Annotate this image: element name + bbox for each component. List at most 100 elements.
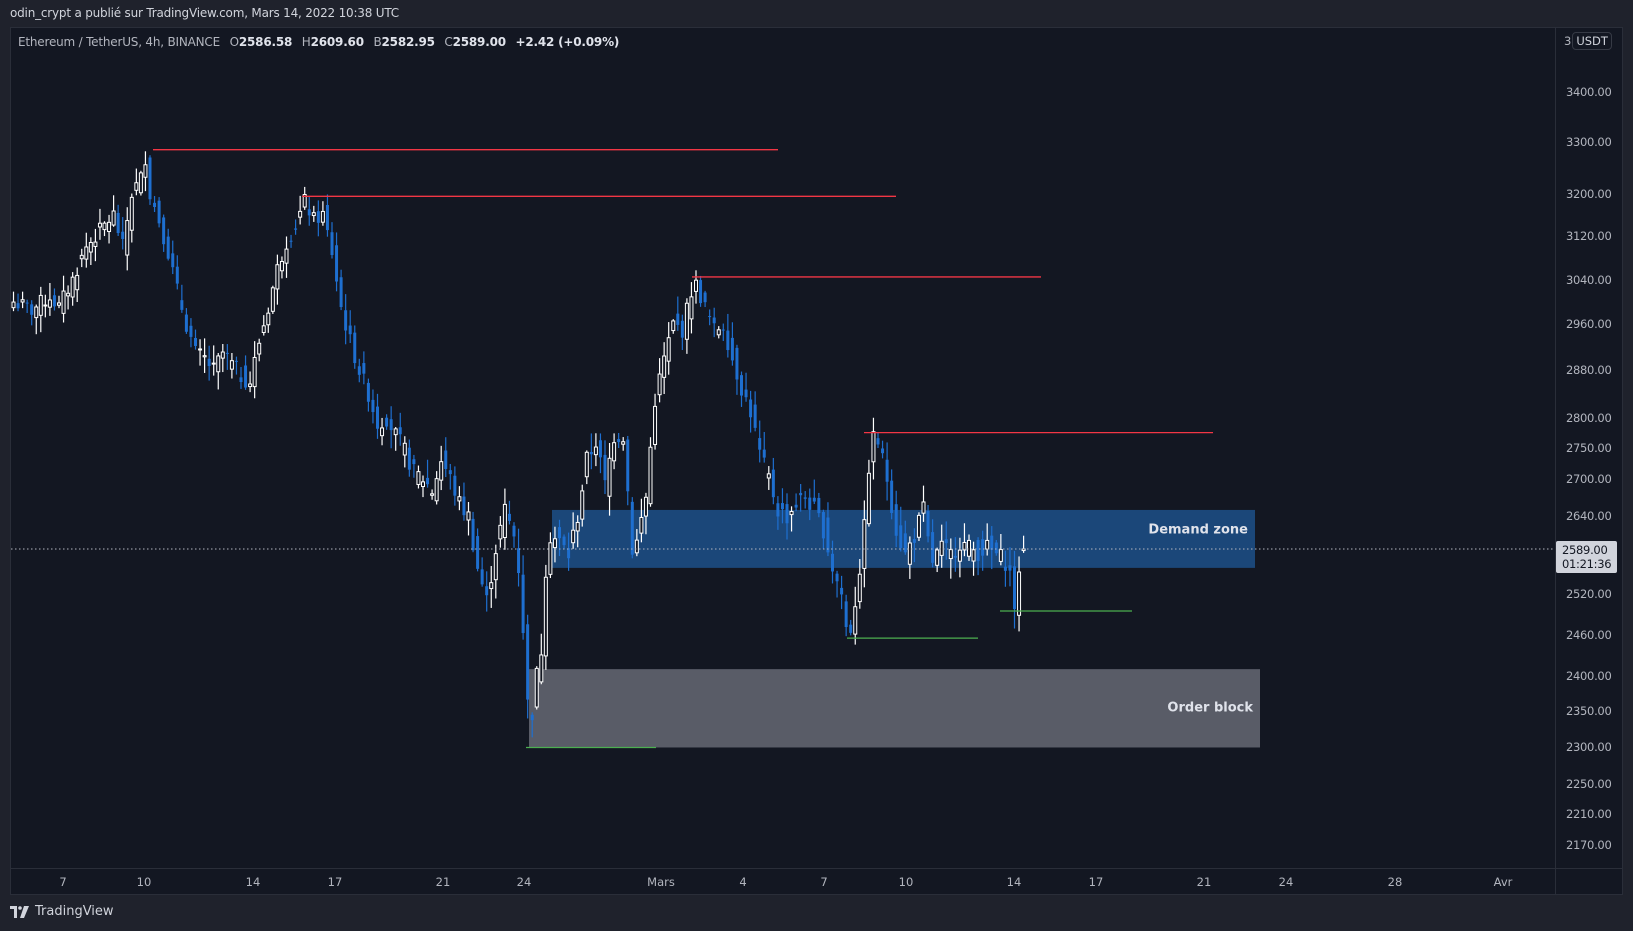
- bear-candle-body: [339, 277, 343, 308]
- time-tick-label: 21: [435, 875, 451, 889]
- bear-candle-body: [189, 325, 193, 337]
- price-tick-label: 3040.00: [1566, 272, 1612, 287]
- bear-candle-body: [981, 539, 985, 556]
- bull-candle-body: [275, 264, 280, 290]
- bear-candle-body: [785, 504, 789, 524]
- time-tick-label: 4: [739, 875, 747, 889]
- bull-candle-body: [43, 304, 48, 307]
- price-axis[interactable]: 3400.00 3300.00 3200.00 3120.00 3040.00 2960.…: [1555, 27, 1623, 868]
- bull-candle-body: [498, 524, 503, 540]
- bear-candle-body: [894, 504, 898, 536]
- bear-candle-body: [507, 513, 511, 521]
- bull-candle-body: [607, 457, 612, 497]
- bear-candle-body: [448, 470, 452, 475]
- bull-candle-body: [985, 539, 990, 550]
- bull-candle-body: [34, 306, 39, 319]
- bear-candle-body: [876, 438, 880, 445]
- bull-candle-body: [57, 302, 61, 306]
- price-tick-label: 2520.00: [1566, 587, 1612, 602]
- bear-candle-body: [994, 542, 998, 554]
- close-value: 2589.00: [452, 35, 506, 49]
- bull-candle-body: [102, 222, 107, 231]
- bull-candle-body: [689, 296, 694, 320]
- bull-candle-body: [111, 210, 116, 226]
- bear-candle-body: [598, 440, 602, 458]
- bull-candle-body: [967, 539, 971, 557]
- bear-candle-body: [462, 496, 466, 516]
- bull-candle-body: [871, 431, 876, 463]
- bear-candle-body: [885, 459, 889, 482]
- bear-candle-body: [821, 512, 825, 539]
- price-tick-label: 2210.00: [1566, 807, 1612, 822]
- bear-candle-body: [453, 475, 457, 496]
- chart-pane[interactable]: [10, 27, 1623, 895]
- currency-badge[interactable]: 3 USDT: [1564, 32, 1612, 50]
- bear-candle-body: [589, 452, 593, 455]
- bear-candle-body: [753, 404, 757, 428]
- high-key: H: [301, 35, 311, 49]
- price-tick-label: 2640.00: [1566, 509, 1612, 524]
- price-tick-label: 3300.00: [1566, 135, 1612, 150]
- bull-candle-body: [66, 292, 71, 297]
- bull-candle-body: [107, 221, 112, 233]
- bull-candle-body: [962, 541, 967, 551]
- price-tick-label: 2880.00: [1566, 363, 1612, 378]
- order-block-zone: [529, 669, 1260, 748]
- bull-candle-body: [75, 274, 80, 291]
- bear-candle-body: [558, 527, 561, 539]
- price-tick-label: 2800.00: [1566, 410, 1612, 425]
- bear-candle-body: [52, 295, 56, 307]
- bear-candle-body: [512, 525, 516, 537]
- bear-candle-body: [749, 399, 753, 418]
- bull-candle-body: [320, 210, 325, 223]
- time-tick-label: 10: [898, 875, 914, 889]
- bull-candle-body: [261, 325, 266, 333]
- bear-candle-body: [184, 314, 188, 332]
- bull-candle-body: [543, 576, 548, 657]
- bear-candle-body: [771, 469, 775, 498]
- bear-candle-body: [153, 202, 157, 208]
- bull-candle-body: [857, 573, 862, 603]
- bull-candle-body: [248, 383, 253, 388]
- bear-candle-body: [567, 548, 571, 559]
- bear-candle-body: [626, 439, 630, 492]
- bull-candle-body: [270, 287, 275, 312]
- bull-candle-body: [502, 503, 507, 538]
- bear-candle-body: [762, 449, 766, 458]
- bear-candle-body: [903, 533, 907, 553]
- bull-candle-body: [493, 553, 498, 581]
- demand-zone: [552, 509, 1255, 568]
- time-axis[interactable]: 7 10 14 17 21 24 Mars 4 7 10 14 17 21 24 28 Avr: [10, 868, 1623, 895]
- symbol-title[interactable]: Ethereum / TetherUS, 4h, BINANCE: [18, 35, 220, 49]
- bull-candle-body: [971, 549, 976, 562]
- bear-candle-body: [990, 535, 994, 550]
- candle-countdown: 01:21:36: [1562, 557, 1612, 571]
- price-tick-label: 3400.00: [1566, 85, 1612, 99]
- currency-unit-button[interactable]: USDT: [1572, 32, 1612, 50]
- bear-candle-body: [162, 217, 166, 245]
- bull-candle-body: [434, 478, 439, 502]
- bull-candle-body: [143, 164, 148, 178]
- bear-candle-body: [899, 525, 903, 548]
- demand-zone-label: Demand zone: [1148, 522, 1248, 538]
- price-tick-label: 3120.00: [1566, 229, 1612, 244]
- bull-candle-body: [939, 540, 944, 556]
- bear-candle-body: [444, 450, 448, 469]
- bull-candle-body: [439, 461, 444, 481]
- bear-candle-body: [530, 714, 534, 721]
- bear-candle-body: [244, 365, 248, 388]
- bear-candle-body: [171, 253, 175, 268]
- time-tick-label: 28: [1387, 875, 1403, 889]
- bear-candle-body: [239, 377, 243, 383]
- bull-candle-body: [402, 442, 407, 456]
- bull-candle-body: [284, 248, 289, 264]
- footer-brand[interactable]: TradingView: [10, 904, 114, 919]
- bull-candle-body: [298, 210, 303, 218]
- bull-candle-body: [97, 222, 102, 228]
- bear-candle-body: [944, 539, 948, 544]
- bear-candle-body: [840, 587, 844, 595]
- time-tick-label: 24: [516, 875, 532, 889]
- bull-candle-body: [125, 220, 130, 256]
- bear-candle-body: [521, 574, 525, 634]
